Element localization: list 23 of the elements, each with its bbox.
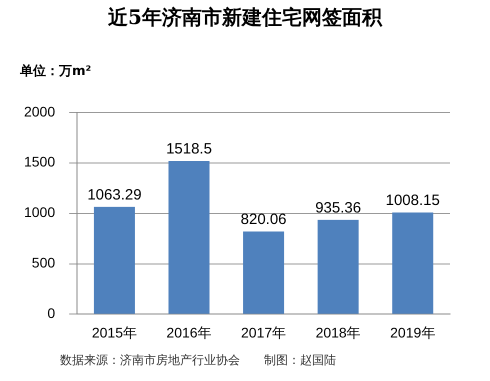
bar — [392, 212, 434, 314]
x-tick-label: 2018年 — [316, 324, 361, 340]
y-tick-label: 500 — [32, 254, 56, 271]
data-label: 935.36 — [315, 199, 362, 216]
x-tick-label: 2015年 — [92, 324, 138, 340]
y-tick-label: 1000 — [24, 204, 56, 220]
bar — [318, 220, 359, 314]
bar — [94, 206, 135, 314]
y-tick-label: 1500 — [24, 154, 56, 170]
x-tick-label: 2019年 — [390, 324, 436, 340]
x-tick-label: 2016年 — [166, 324, 212, 340]
x-tick-label: 2017年 — [240, 324, 286, 340]
data-label: 820.06 — [240, 211, 287, 228]
data-label: 1063.29 — [87, 186, 142, 204]
data-label: 1518.5 — [166, 140, 212, 158]
bar — [168, 160, 210, 314]
y-tick-label: 2000 — [24, 103, 56, 120]
y-tick-label: 0 — [47, 305, 56, 322]
text: 单位：万m² — [20, 63, 92, 80]
data-label: 1008.15 — [386, 192, 440, 210]
chart-title: 近5年济南市新建住宅网签面积 — [107, 4, 384, 31]
source-note: 数据来源：济南市房地产行业协会 制图：赵国陆 — [60, 352, 336, 369]
bar — [243, 231, 284, 314]
